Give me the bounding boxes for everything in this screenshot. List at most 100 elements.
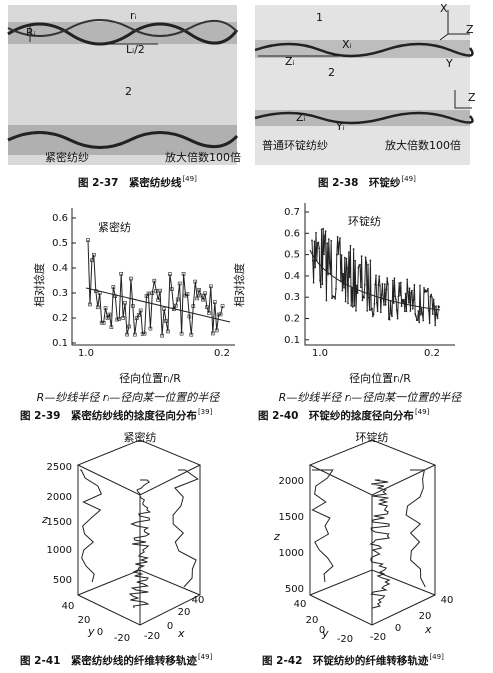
label: 1500 — [47, 517, 72, 528]
label: R—纱线半径 rᵢ—径向某一位置的半径 — [279, 391, 463, 404]
trajectory — [369, 479, 391, 609]
label: y — [321, 627, 329, 640]
box-2-42 — [308, 439, 437, 626]
label: 2500 — [47, 462, 72, 473]
label: 0 — [97, 627, 103, 638]
label: 紧密纺 — [98, 220, 131, 234]
label: -20 — [144, 631, 160, 642]
label: Z — [468, 91, 476, 104]
label: z — [41, 513, 48, 526]
label: -20 — [370, 632, 386, 643]
citation: [49] — [182, 175, 197, 183]
photo-2-38 — [254, 5, 474, 165]
caption: 图 2-41 紧密纺纱线的纤维转移轨迹 — [20, 654, 197, 667]
label: 1 — [316, 11, 323, 24]
trajectory — [172, 469, 199, 588]
trajectory — [311, 469, 334, 583]
label: 20 — [78, 615, 91, 626]
label: 0.1 — [52, 338, 68, 349]
label: 500 — [53, 575, 72, 586]
label: Yᵢ — [335, 120, 345, 133]
label: Y — [445, 57, 453, 70]
photo-2-37 — [7, 5, 239, 165]
label: 2000 — [47, 492, 72, 503]
label: Zᵢ — [296, 111, 306, 124]
label: z — [273, 530, 280, 543]
label: 0.2 — [284, 314, 300, 325]
citation: [49] — [198, 653, 213, 661]
trajectory — [405, 469, 426, 588]
label: y — [87, 625, 95, 638]
label: Zᵢ — [285, 55, 295, 68]
label: 紧密纺纱 — [45, 150, 89, 164]
label: 1.0 — [78, 348, 94, 359]
label: 40 — [192, 595, 205, 606]
label: 0.5 — [52, 238, 68, 249]
label: 0 — [167, 621, 173, 632]
label: 0.2 — [52, 313, 68, 324]
label: X — [440, 2, 448, 15]
label: 0.4 — [52, 263, 68, 274]
label: Rᵢ — [26, 26, 36, 39]
label: 相对捻度 — [232, 263, 246, 307]
label: 40 — [62, 601, 75, 612]
label: 0 — [319, 625, 325, 636]
trace — [311, 228, 440, 326]
label: 0.6 — [284, 228, 300, 239]
label: -20 — [337, 634, 353, 645]
caption: 图 2-42 环锭纺纱的纤维转移轨迹 — [262, 654, 429, 667]
label: 20 — [178, 607, 191, 618]
label: Z — [466, 23, 474, 36]
label: 相对捻度 — [32, 263, 46, 307]
trend — [85, 287, 231, 323]
citation: [49] — [401, 175, 416, 183]
citation: [49] — [429, 653, 444, 661]
label: 0.3 — [284, 292, 300, 303]
trajectory — [128, 479, 152, 609]
label: 2000 — [279, 476, 304, 487]
label: 1000 — [47, 545, 72, 556]
label: Lᵢ/2 — [126, 43, 145, 56]
label: 0.1 — [284, 335, 300, 346]
label: 普通环锭纺纱 — [262, 138, 328, 152]
label: 40 — [441, 595, 454, 606]
label: x — [177, 627, 185, 640]
label: 径向位置rᵢ/R — [119, 371, 181, 385]
label: 0.3 — [52, 288, 68, 299]
label: R—纱线半径 rᵢ—径向某一位置的半径 — [37, 391, 221, 404]
label: 环锭纺 — [356, 430, 389, 444]
caption: 图 2-39 紧密纺纱线的捻度径向分布 — [20, 409, 197, 422]
label: 放大倍数100倍 — [385, 138, 461, 152]
axes-2-40 — [304, 203, 455, 346]
trajectory — [80, 469, 103, 583]
label: 40 — [294, 599, 307, 610]
caption: 图 2-37 紧密纺纱线 — [78, 176, 182, 189]
label: 0.2 — [424, 348, 440, 359]
label: 0 — [395, 623, 401, 634]
label: rᵢ — [130, 9, 137, 22]
label: 径向位置rᵢ/R — [349, 371, 411, 385]
label: 2 — [328, 66, 335, 79]
label: 1.0 — [312, 348, 328, 359]
label: -20 — [114, 633, 130, 644]
label: 0.6 — [52, 213, 68, 224]
label: 紧密纺 — [124, 430, 157, 444]
box-2-41 — [76, 439, 202, 626]
label: 0.4 — [284, 271, 300, 282]
citation: [39] — [198, 408, 213, 416]
label: Xᵢ — [342, 38, 352, 51]
label: 0.7 — [284, 207, 300, 218]
citation: [49] — [415, 408, 430, 416]
label: 2 — [125, 85, 132, 98]
label: 1000 — [279, 548, 304, 559]
trend — [309, 249, 441, 311]
label: x — [424, 623, 432, 636]
label: 环锭纺 — [348, 214, 381, 228]
label: 放大倍数100倍 — [165, 150, 241, 164]
label: 20 — [306, 615, 319, 626]
label: 0.2 — [214, 348, 230, 359]
label: 500 — [285, 584, 304, 595]
label: 1500 — [279, 512, 304, 523]
caption: 图 2-40 环锭纱的捻度径向分布 — [258, 409, 414, 422]
